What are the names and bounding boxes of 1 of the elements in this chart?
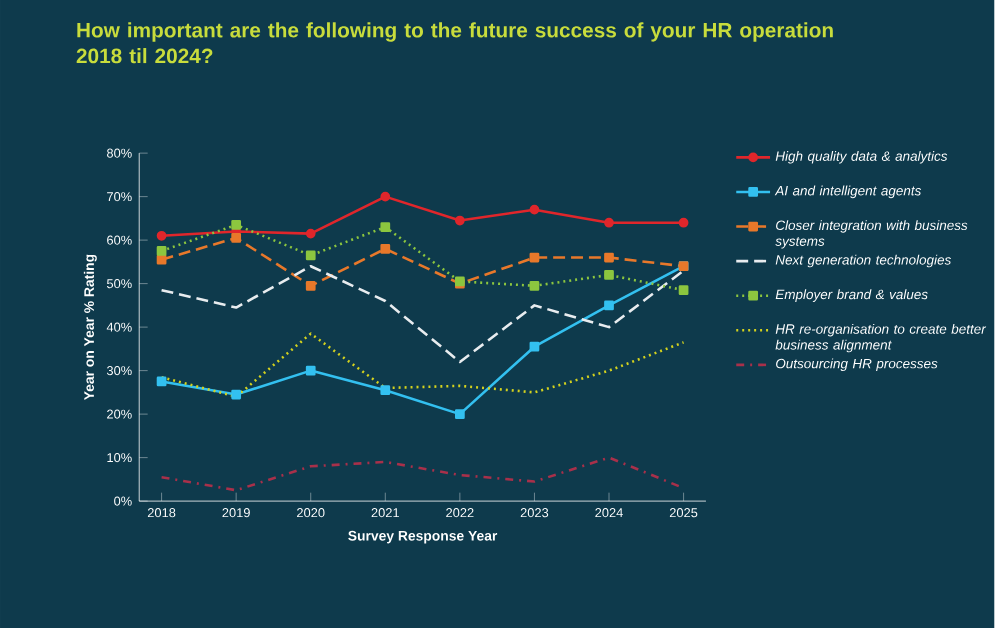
chart-title: How important are the following to the future success of your HR operation 2018 til 2024?: [76, 22, 833, 64]
